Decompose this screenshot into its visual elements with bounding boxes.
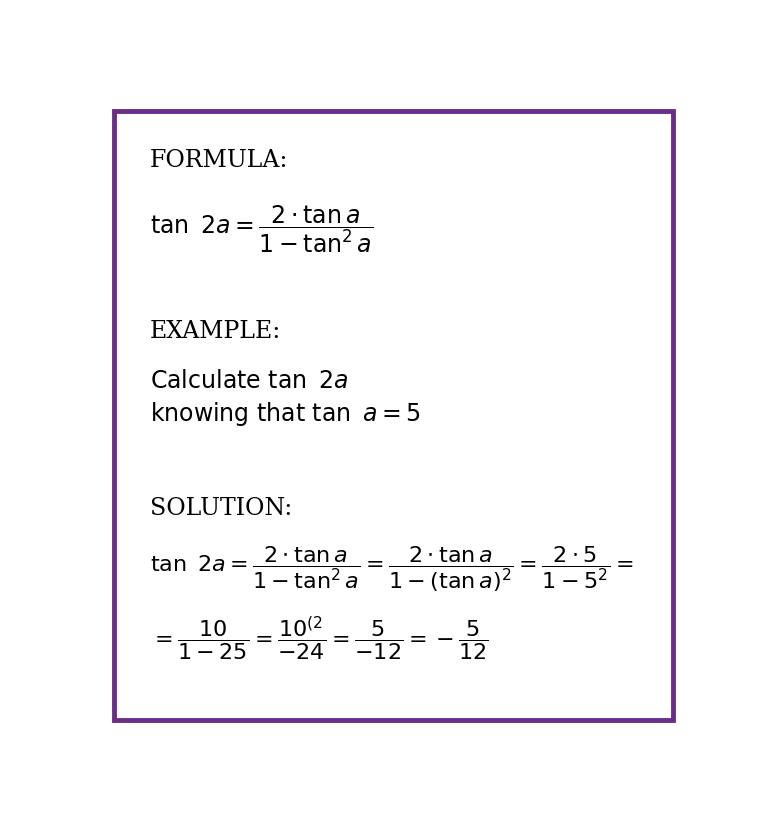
Text: $\tan\ 2a = \dfrac{2 \cdot \tan a}{1 - \tan^2 a} = \dfrac{2 \cdot \tan a}{1 - (\: $\tan\ 2a = \dfrac{2 \cdot \tan a}{1 - \…	[150, 544, 633, 593]
Text: SOLUTION:: SOLUTION:	[150, 497, 292, 520]
Text: Calculate $\tan\ 2a$: Calculate $\tan\ 2a$	[150, 369, 348, 393]
Text: knowing that $\tan\ a = 5$: knowing that $\tan\ a = 5$	[150, 400, 420, 428]
Text: FORMULA:: FORMULA:	[150, 149, 288, 172]
Text: EXAMPLE:: EXAMPLE:	[150, 320, 281, 342]
Text: $\tan\ 2a = \dfrac{2 \cdot \tan a}{1 - \tan^2 a}$: $\tan\ 2a = \dfrac{2 \cdot \tan a}{1 - \…	[150, 202, 372, 254]
Text: $= \dfrac{10}{1 - 25} = \dfrac{10^{(2}}{-24} = \dfrac{5}{-12} = -\dfrac{5}{12}$: $= \dfrac{10}{1 - 25} = \dfrac{10^{(2}}{…	[150, 615, 488, 663]
